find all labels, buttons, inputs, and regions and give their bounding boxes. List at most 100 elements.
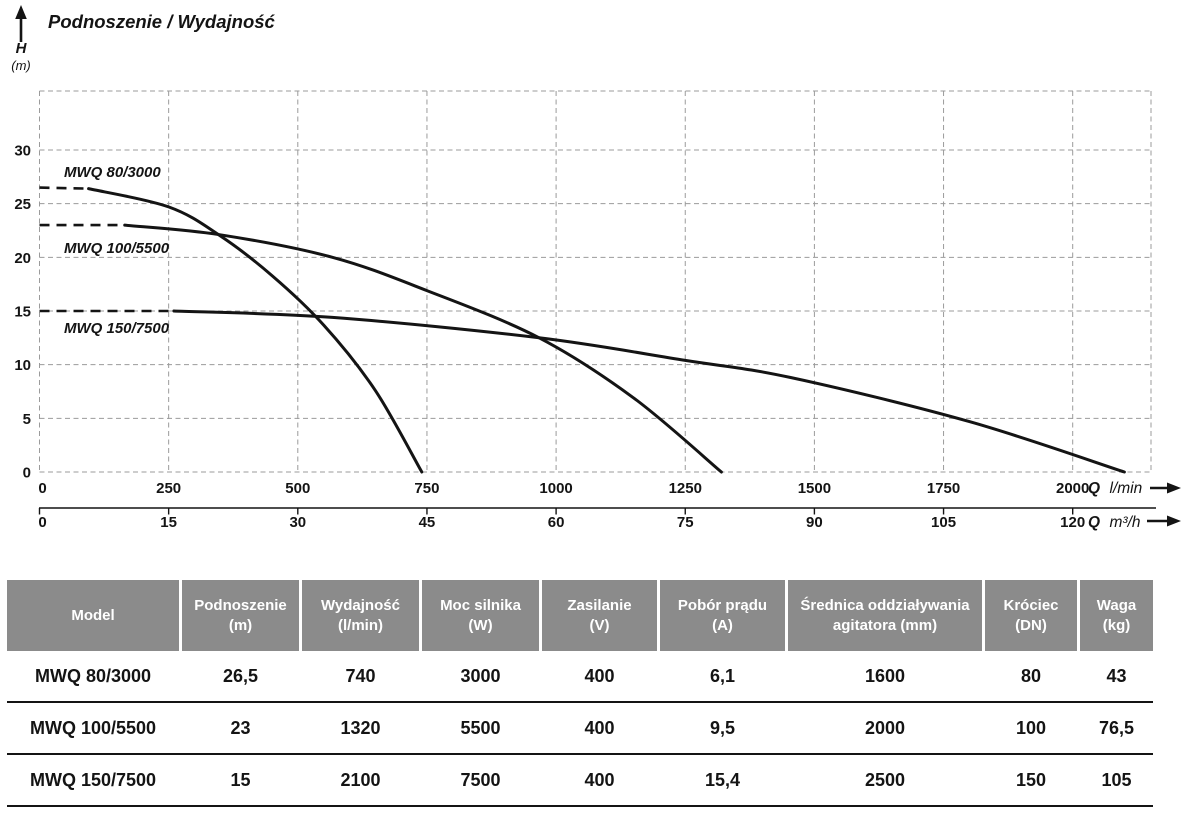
value-cell: 3000 xyxy=(460,665,501,686)
value-cell: 23 xyxy=(230,717,251,738)
chart-title: Podnoszenie / Wydajność xyxy=(48,11,276,32)
value-cell: 105 xyxy=(1101,769,1132,790)
value-cell: 150 xyxy=(1015,769,1047,790)
column-header-3: Moc silnika (W) xyxy=(422,580,539,651)
x-tick-label-m3h: 15 xyxy=(160,514,177,531)
x-tick-label-lmin: 500 xyxy=(285,480,310,497)
column-title: Pobór prądu xyxy=(677,597,768,614)
curve-label-mwq-80-3000: MWQ 80/3000 xyxy=(64,164,161,181)
pump-curve-mwq-150-7500 xyxy=(172,309,1126,474)
table-header-row: Model Podnoszenie (m) Wydajność (l/min) Moc s… xyxy=(7,580,1153,651)
column-title: Podnoszenie xyxy=(194,597,287,614)
x-tick-label-lmin: 1500 xyxy=(798,480,831,497)
gridlines xyxy=(39,90,1152,473)
q-symbol: Q xyxy=(1088,480,1100,497)
y-tick-label: 5 xyxy=(23,411,31,428)
pump-curve-mwq-100-5500 xyxy=(123,223,723,474)
column-unit: (DN) xyxy=(1015,616,1047,634)
x-tick-label-m3h: 0 xyxy=(38,514,46,531)
value-cell: 15,4 xyxy=(704,769,741,790)
x-tick-label-m3h: 120 xyxy=(1060,514,1085,531)
value-cell: 2500 xyxy=(864,769,906,790)
y-tick-label: 30 xyxy=(14,143,31,160)
q-unit-lmin: l/min xyxy=(1110,480,1143,497)
model-cell: MWQ 100/5500 xyxy=(29,717,157,738)
column-title: Waga xyxy=(1096,597,1137,614)
y-tick-label: 20 xyxy=(14,250,31,267)
column-unit: (V) xyxy=(589,616,610,634)
column-title: Model xyxy=(71,606,115,624)
value-cell: 15 xyxy=(230,769,251,790)
x-tick-label-m3h: 105 xyxy=(931,514,956,531)
value-cell: 1600 xyxy=(864,665,906,686)
column-unit: agitatora (mm) xyxy=(832,616,938,634)
curve-label-mwq-100-5500: MWQ 100/5500 xyxy=(64,240,170,257)
pump-curve-mwq-80-3000 xyxy=(87,187,424,474)
y-tick-label: 15 xyxy=(14,304,31,321)
column-unit: (m) xyxy=(228,616,253,634)
q-symbol: Q xyxy=(1088,514,1100,531)
value-cell: 100 xyxy=(1015,717,1047,738)
column-title: Średnica oddziaływania xyxy=(800,597,970,614)
y-tick-label: 10 xyxy=(14,357,31,374)
column-header-4: Zasilanie (V) xyxy=(542,580,657,651)
pump-curves xyxy=(39,186,1126,474)
curve-labels: MWQ 80/3000 MWQ 100/5500 MWQ 150/7500 xyxy=(64,164,170,337)
x-axis-secondary-caption: Q m³/h xyxy=(1088,514,1141,531)
value-cell: 9,5 xyxy=(709,717,736,738)
table-row-2: MWQ 150/7500 15 2100 7500 400 15,4 2500 150 105 xyxy=(7,755,1153,807)
value-cell: 26,5 xyxy=(222,665,259,686)
value-cell: 400 xyxy=(584,717,615,738)
x-tick-label-m3h: 45 xyxy=(419,514,436,531)
value-cell: 400 xyxy=(584,665,615,686)
y-axis-arrow-icon xyxy=(15,5,27,42)
value-cell: 400 xyxy=(584,769,615,790)
column-title: Zasilanie xyxy=(567,597,632,614)
column-unit: (A) xyxy=(712,616,733,634)
table-row-0: MWQ 80/3000 26,5 740 3000 400 6,1 1600 80 43 xyxy=(7,651,1153,703)
column-header-0: Model xyxy=(7,580,179,651)
column-header-7: Króciec (DN) xyxy=(985,580,1077,651)
value-cell: 80 xyxy=(1020,665,1042,686)
x-tick-label-m3h: 90 xyxy=(806,514,823,531)
column-header-2: Wydajność (l/min) xyxy=(302,580,419,651)
column-unit: (kg) xyxy=(1102,616,1131,634)
column-header-6: Średnica oddziaływania agitatora (mm) xyxy=(788,580,982,651)
column-title: Króciec xyxy=(1003,597,1059,614)
value-cell: 6,1 xyxy=(709,665,736,686)
x-tick-label-lmin: 2000 xyxy=(1056,480,1089,497)
pump-curves-svg: Podnoszenie / Wydajność H (m) 30 25 20 15 10… xyxy=(11,5,1181,531)
column-header-1: Podnoszenie (m) xyxy=(182,580,299,651)
pump-performance-chart: Podnoszenie / Wydajność H (m) 30 25 20 15 10… xyxy=(11,5,1181,531)
x-tick-label-m3h: 75 xyxy=(677,514,694,531)
x-axis-arrow-icon xyxy=(1150,482,1181,494)
y-axis-symbol: H xyxy=(16,40,28,57)
value-cell: 5500 xyxy=(460,717,501,738)
x-tick-label-lmin: 750 xyxy=(414,480,439,497)
x-tick-label-lmin: 0 xyxy=(38,480,46,497)
model-cell: MWQ 80/3000 xyxy=(34,665,152,686)
x-tick-label-lmin: 1750 xyxy=(927,480,960,497)
value-cell: 1320 xyxy=(340,717,381,738)
y-tick-label: 25 xyxy=(14,196,31,213)
x-tick-label-lmin: 1000 xyxy=(539,480,572,497)
specification-table: Model Podnoszenie (m) Wydajność (l/min) Moc s… xyxy=(7,580,1153,807)
column-unit: (W) xyxy=(468,616,493,634)
x-tick-label-m3h: 60 xyxy=(548,514,565,531)
x-tick-label-lmin: 250 xyxy=(156,480,181,497)
table-body: MWQ 80/3000 26,5 740 3000 400 6,1 1600 80 43 MWQ … xyxy=(7,651,1153,807)
x-tick-label-lmin: 1250 xyxy=(669,480,702,497)
table-row-1: MWQ 100/5500 23 1320 5500 400 9,5 2000 100 76,5 xyxy=(7,703,1153,755)
value-cell: 740 xyxy=(345,665,376,686)
y-tick-label: 0 xyxy=(23,465,31,482)
value-cell: 2100 xyxy=(340,769,381,790)
column-title: Wydajność xyxy=(321,597,400,614)
column-title: Moc silnika xyxy=(440,597,521,614)
column-header-5: Pobór prądu (A) xyxy=(660,580,785,651)
value-cell: 76,5 xyxy=(1098,717,1135,738)
model-cell: MWQ 150/7500 xyxy=(29,769,157,790)
secondary-axis-line xyxy=(38,507,1156,515)
x-axis-arrow-icon xyxy=(1147,515,1181,527)
